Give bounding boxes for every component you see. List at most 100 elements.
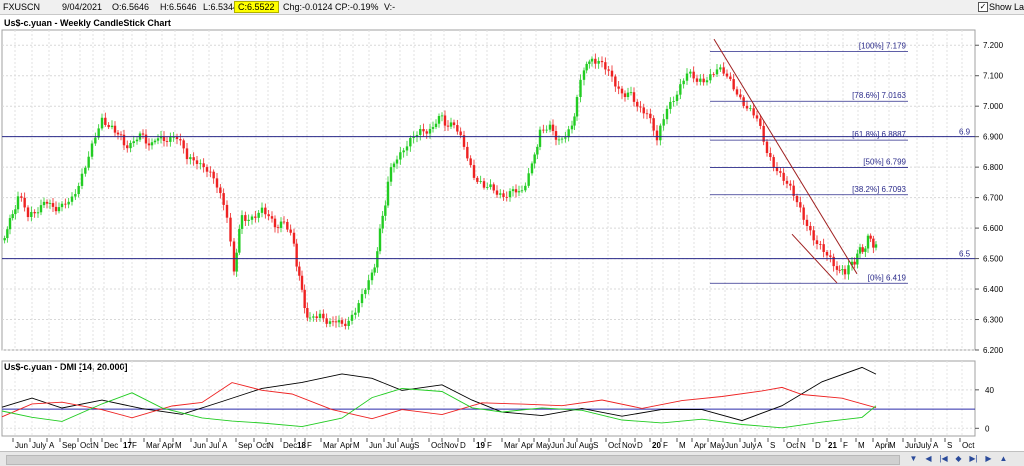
candle-body: [785, 180, 789, 184]
candle-body: [235, 252, 238, 272]
candle-body: [629, 92, 633, 94]
candle-body: [492, 184, 495, 191]
candle-body: [765, 141, 769, 154]
candle-body: [64, 203, 67, 205]
scroll-right-icon[interactable]: ▶: [985, 454, 992, 463]
candle-body: [472, 165, 476, 178]
scroll-left-icon[interactable]: ◀: [925, 454, 932, 463]
candle-body: [802, 207, 805, 220]
x-tick-label: Mar: [323, 441, 337, 450]
candlestick-chart[interactable]: Us$-c.yuan - Weekly CandleStick Chart 6.2…: [0, 15, 1024, 355]
candle-body: [182, 140, 185, 149]
symbol-label: FXUSCN: [3, 2, 41, 12]
show-last-label[interactable]: Show Last: [989, 2, 1024, 12]
candle-body: [685, 73, 689, 81]
x-tick-label: A: [49, 441, 55, 450]
x-tick-label: Jun: [905, 441, 918, 450]
last-page-icon[interactable]: ▲: [999, 454, 1008, 463]
candle-body: [530, 163, 534, 174]
candle-body: [508, 191, 512, 198]
candle-body: [77, 185, 80, 195]
candle-body: [219, 187, 222, 194]
dmi-series-line: [1, 388, 877, 429]
candle-body: [80, 173, 84, 186]
candle-body: [443, 115, 447, 126]
horizontal-scrollbar[interactable]: ▼ ◀ |◀ ◆ ▶| ▶ ▲: [0, 451, 1024, 466]
scroll-end-icon[interactable]: ▶|: [969, 454, 978, 463]
candle-body: [805, 219, 809, 226]
candle-body: [354, 312, 357, 315]
show-last-checkbox[interactable]: ✓: [978, 2, 988, 12]
candle-body: [614, 76, 617, 87]
candle-body: [841, 269, 844, 271]
candle-body: [819, 244, 822, 245]
candle-body: [141, 133, 145, 135]
volume-value: V:-: [384, 2, 396, 12]
candle-body: [90, 143, 94, 157]
first-page-icon[interactable]: ▼: [909, 454, 918, 463]
candle-body: [822, 244, 825, 252]
candle-body: [104, 117, 107, 125]
plot-area: [1, 29, 976, 351]
candle-body: [538, 129, 542, 147]
candle-body: [755, 115, 759, 119]
zoom-icon[interactable]: ◆: [955, 454, 962, 463]
candle-body: [282, 221, 286, 223]
x-tick-label: S: [593, 441, 598, 450]
chart-title: Us$-c.yuan - DMI [14, 20.000]: [4, 362, 128, 372]
candle-body: [567, 129, 570, 138]
candle-body: [874, 244, 878, 248]
change-value: Chg:-0.0124: [283, 2, 333, 12]
candle-body: [23, 197, 26, 208]
candle-body: [762, 125, 765, 142]
candle-body: [645, 113, 649, 115]
candle-body: [665, 108, 669, 120]
dmi-series-line: [1, 382, 877, 420]
candle-body: [782, 172, 785, 181]
candle-body: [116, 132, 120, 135]
candle-body: [67, 201, 70, 205]
candle-body: [548, 124, 552, 130]
candle-body: [386, 181, 390, 206]
candle-body: [399, 152, 402, 160]
candle-body: [517, 191, 521, 193]
candle-body: [110, 125, 114, 128]
candle-body: [775, 167, 779, 172]
candle-body: [623, 93, 627, 97]
candle-body: [412, 136, 415, 138]
candle-body: [655, 130, 659, 141]
candle-body: [626, 92, 630, 97]
fibonacci-level-label: [78.6%] 7.0163: [852, 91, 906, 100]
candle-body: [392, 163, 396, 168]
x-tick-label: D: [815, 441, 821, 450]
time-axis: Jun July A Sep Oct N Dec 17 F Mar Apr M Jun Jul A Sep Oc…: [0, 438, 1024, 451]
candle-body: [264, 207, 267, 215]
candle-body: [378, 228, 382, 252]
scrollbar-thumb[interactable]: [6, 455, 900, 465]
dmi-indicator-chart[interactable]: Us$-c.yuan - DMI [14, 20.000] 0 40: [0, 357, 1024, 438]
candle-body: [597, 60, 600, 64]
candle-body: [364, 289, 367, 295]
candle-body: [542, 129, 545, 131]
candle-body: [850, 261, 854, 266]
candle-body: [564, 137, 567, 139]
candle-body: [745, 105, 749, 109]
candle-body: [147, 143, 151, 146]
close-value: C:6.5522: [234, 1, 279, 13]
candle-body: [74, 194, 77, 197]
candle-body: [792, 185, 795, 196]
scroll-start-icon[interactable]: |◀: [939, 454, 948, 463]
candle-body: [312, 316, 315, 318]
candle-body: [511, 189, 515, 192]
candle-body: [682, 80, 685, 85]
candle-body: [205, 167, 209, 172]
candle-body: [872, 238, 875, 248]
candle-body: [466, 146, 469, 159]
candle-body: [582, 70, 586, 80]
candle-body: [395, 159, 399, 164]
candle-body: [607, 69, 610, 71]
candle-body: [175, 136, 179, 140]
candle-body: [554, 131, 558, 140]
candle-body: [328, 321, 332, 324]
x-tick-label: M: [679, 441, 686, 450]
